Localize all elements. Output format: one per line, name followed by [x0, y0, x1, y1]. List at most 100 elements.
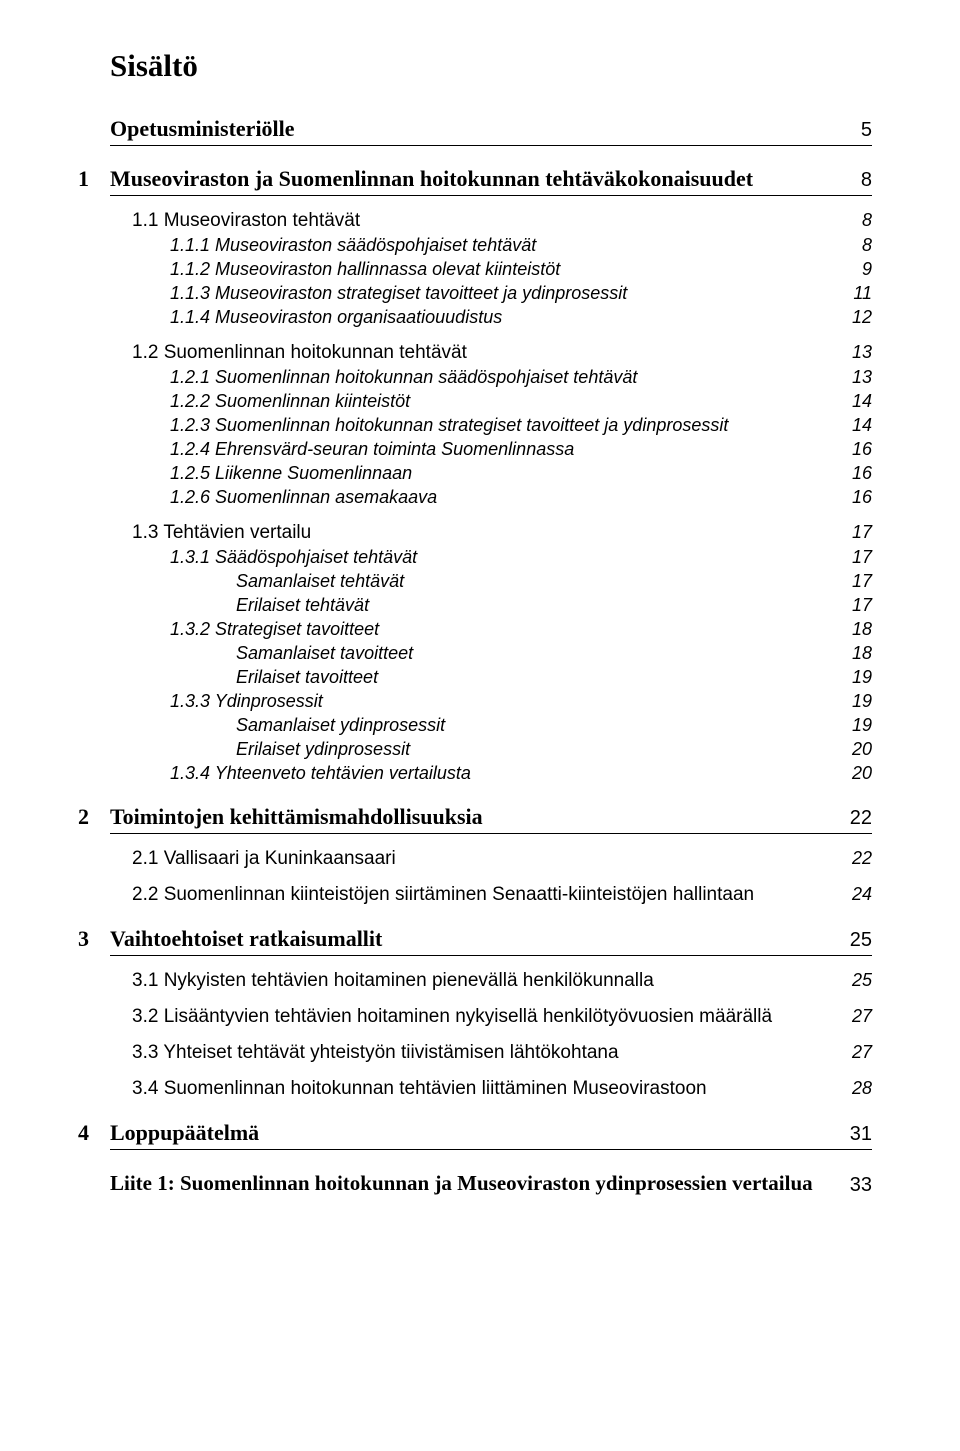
toc-entry-label: Liite 1: Suomenlinnan hoitokunnan ja Mus…	[110, 1170, 832, 1197]
toc-entry-label: Museoviraston ja Suomenlinnan hoitokunna…	[110, 166, 832, 192]
toc-entry-label: 3.3 Yhteiset tehtävät yhteistyön tiivist…	[132, 1042, 832, 1064]
toc-entry-label: 2.1 Vallisaari ja Kuninkaansaari	[132, 848, 832, 870]
toc-entry-label: 1.1 Museoviraston tehtävät	[132, 210, 832, 232]
toc-subsec: 1.2.6 Suomenlinnan asemakaava16	[110, 487, 872, 508]
toc-entry-page: 8	[832, 235, 872, 256]
toc-entry-label: 1.2.2 Suomenlinnan kiinteistöt	[170, 391, 832, 412]
toc-entry-page: 17	[832, 571, 872, 592]
toc-list: Opetusministeriölle5 1Museoviraston ja Su…	[110, 116, 872, 1197]
toc-entry-page: 13	[832, 342, 872, 363]
toc-entry-page: 8	[832, 210, 872, 231]
toc-chapter: 4Loppupäätelmä31	[110, 1120, 872, 1150]
toc-entry-page: 16	[832, 463, 872, 484]
toc-chapter: 1Museoviraston ja Suomenlinnan hoitokunn…	[110, 166, 872, 196]
toc-chapter-number: 3	[78, 926, 110, 952]
toc-sec: 1.1 Museoviraston tehtävät8	[110, 210, 872, 232]
toc-page: Sisältö Opetusministeriölle51Museovirast…	[0, 0, 960, 1451]
toc-entry-label: Opetusministeriölle	[110, 116, 832, 142]
toc-entry-label: 3.1 Nykyisten tehtävien hoitaminen piene…	[132, 970, 832, 992]
toc-entry-page: 28	[832, 1078, 872, 1099]
toc-subsec: 1.1.2 Museoviraston hallinnassa olevat k…	[110, 259, 872, 280]
toc-entry-page: 25	[832, 929, 872, 952]
toc-subsec: 1.3.1 Säädöspohjaiset tehtävät17	[110, 547, 872, 568]
toc-entry-page: 20	[832, 739, 872, 760]
toc-entry-label: Loppupäätelmä	[110, 1120, 832, 1146]
toc-entry-label: 3.2 Lisääntyvien tehtävien hoitaminen ny…	[132, 1006, 832, 1028]
toc-entry-page: 33	[832, 1174, 872, 1197]
toc-entry-page: 25	[832, 970, 872, 991]
toc-subsec: 1.3.3 Ydinprosessit19	[110, 691, 872, 712]
toc-appendix: Liite 1: Suomenlinnan hoitokunnan ja Mus…	[110, 1170, 872, 1197]
toc-entry-page: 8	[832, 169, 872, 192]
toc-subsub: Samanlaiset tavoitteet18	[110, 643, 872, 664]
toc-chapter-number: 2	[78, 804, 110, 830]
toc-entry-label: 1.1.2 Museoviraston hallinnassa olevat k…	[170, 259, 832, 280]
toc-subsub: Samanlaiset tehtävät17	[110, 571, 872, 592]
toc-subsec: 1.1.4 Museoviraston organisaatiouudistus…	[110, 307, 872, 328]
toc-chapter: 2Toimintojen kehittämismahdollisuuksia22	[110, 804, 872, 834]
toc-entry-label: Toimintojen kehittämismahdollisuuksia	[110, 804, 832, 830]
toc-entry-label: 1.2.6 Suomenlinnan asemakaava	[170, 487, 832, 508]
toc-entry-page: 24	[832, 884, 872, 905]
toc-sec: 2.2 Suomenlinnan kiinteistöjen siirtämin…	[110, 884, 872, 906]
toc-entry-label: 1.3.1 Säädöspohjaiset tehtävät	[170, 547, 832, 568]
toc-sec: 3.3 Yhteiset tehtävät yhteistyön tiivist…	[110, 1042, 872, 1064]
toc-subsub: Erilaiset ydinprosessit20	[110, 739, 872, 760]
toc-chapter: 3Vaihtoehtoiset ratkaisumallit25	[110, 926, 872, 956]
toc-subsec: 1.1.3 Museoviraston strategiset tavoitte…	[110, 283, 872, 304]
toc-entry-label: Samanlaiset tehtävät	[236, 571, 832, 592]
toc-entry-page: 17	[832, 595, 872, 616]
toc-entry-label: 3.4 Suomenlinnan hoitokunnan tehtävien l…	[132, 1078, 832, 1100]
toc-entry-label: 1.1.4 Museoviraston organisaatiouudistus	[170, 307, 832, 328]
toc-entry-page: 16	[832, 439, 872, 460]
toc-entry-label: 2.2 Suomenlinnan kiinteistöjen siirtämin…	[132, 884, 832, 906]
toc-entry-page: 13	[832, 367, 872, 388]
toc-subsub: Erilaiset tehtävät17	[110, 595, 872, 616]
toc-sec: 1.3 Tehtävien vertailu17	[110, 522, 872, 544]
toc-entry-page: 22	[832, 807, 872, 830]
toc-subsub: Erilaiset tavoitteet19	[110, 667, 872, 688]
toc-entry-page: 18	[832, 643, 872, 664]
toc-entry-label: Erilaiset ydinprosessit	[236, 739, 832, 760]
toc-entry-label: Erilaiset tavoitteet	[236, 667, 832, 688]
toc-entry-page: 14	[832, 415, 872, 436]
toc-entry-label: Samanlaiset ydinprosessit	[236, 715, 832, 736]
toc-sec: 3.1 Nykyisten tehtävien hoitaminen piene…	[110, 970, 872, 992]
toc-entry-page: 27	[832, 1042, 872, 1063]
toc-entry-page: 19	[832, 667, 872, 688]
toc-entry-label: 1.2 Suomenlinnan hoitokunnan tehtävät	[132, 342, 832, 364]
toc-entry-label: 1.1.1 Museoviraston säädöspohjaiset teht…	[170, 235, 832, 256]
toc-entry-label: 1.2.4 Ehrensvärd-seuran toiminta Suomenl…	[170, 439, 832, 460]
toc-entry-page: 14	[832, 391, 872, 412]
toc-entry-page: 27	[832, 1006, 872, 1027]
toc-entry-page: 17	[832, 547, 872, 568]
toc-entry-page: 20	[832, 763, 872, 784]
toc-subsec: 1.1.1 Museoviraston säädöspohjaiset teht…	[110, 235, 872, 256]
toc-entry-label: 1.3.4 Yhteenveto tehtävien vertailusta	[170, 763, 832, 784]
toc-entry-label: 1.2.5 Liikenne Suomenlinnaan	[170, 463, 832, 484]
toc-entry-page: 22	[832, 848, 872, 869]
toc-entry-label: 1.1.3 Museoviraston strategiset tavoitte…	[170, 283, 832, 304]
toc-entry-label: Vaihtoehtoiset ratkaisumallit	[110, 926, 832, 952]
toc-sec: 1.2 Suomenlinnan hoitokunnan tehtävät13	[110, 342, 872, 364]
toc-entry-page: 18	[832, 619, 872, 640]
toc-entry-page: 17	[832, 522, 872, 543]
toc-entry-page: 31	[832, 1123, 872, 1146]
toc-entry-page: 12	[832, 307, 872, 328]
toc-entry-label: 1.3.3 Ydinprosessit	[170, 691, 832, 712]
toc-entry-label: 1.2.1 Suomenlinnan hoitokunnan säädöspoh…	[170, 367, 832, 388]
toc-entry-page: 16	[832, 487, 872, 508]
toc-entry-page: 5	[832, 119, 872, 142]
toc-entry-label: Erilaiset tehtävät	[236, 595, 832, 616]
toc-sec: 3.2 Lisääntyvien tehtävien hoitaminen ny…	[110, 1006, 872, 1028]
toc-chapter-number: 1	[78, 166, 110, 192]
toc-subsec: 1.2.1 Suomenlinnan hoitokunnan säädöspoh…	[110, 367, 872, 388]
toc-subsec: 1.2.3 Suomenlinnan hoitokunnan strategis…	[110, 415, 872, 436]
toc-subsec: 1.3.4 Yhteenveto tehtävien vertailusta20	[110, 763, 872, 784]
toc-subsec: 1.2.2 Suomenlinnan kiinteistöt14	[110, 391, 872, 412]
toc-entry-label: 1.3.2 Strategiset tavoitteet	[170, 619, 832, 640]
toc-entry-label: 1.2.3 Suomenlinnan hoitokunnan strategis…	[170, 415, 832, 436]
toc-sec: 3.4 Suomenlinnan hoitokunnan tehtävien l…	[110, 1078, 872, 1100]
toc-subsub: Samanlaiset ydinprosessit19	[110, 715, 872, 736]
toc-entry-page: 11	[832, 283, 872, 304]
